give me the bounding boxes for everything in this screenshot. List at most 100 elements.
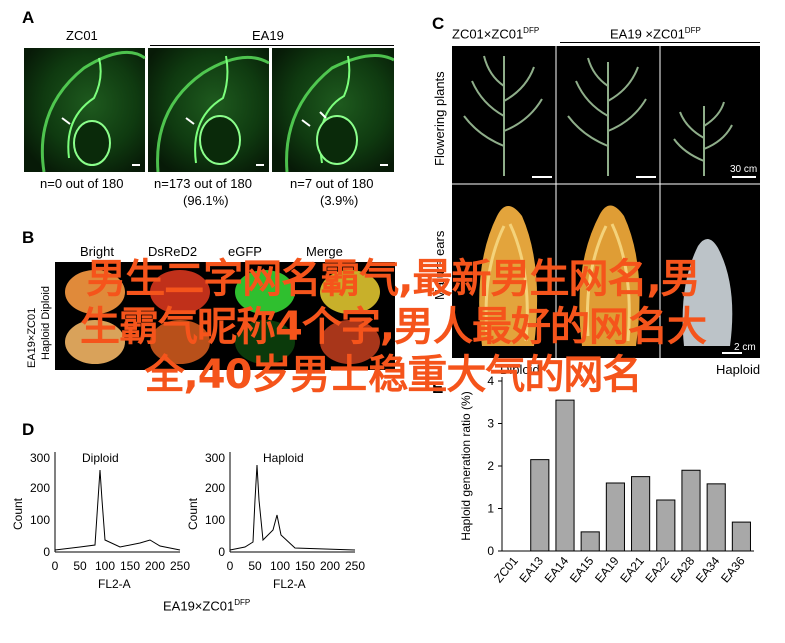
plant-diploid-1: [463, 55, 543, 176]
panel-a-caption-3: n=7 out of 180: [290, 176, 374, 191]
overlay-line-3: 全,40岁男士稳重大气的网名: [144, 352, 643, 398]
bar-ea34: [706, 483, 726, 552]
micrograph-ea19-a: [148, 48, 270, 172]
svg-text:100: 100: [30, 513, 50, 527]
panel-a-caption-1: n=0 out of 180: [40, 176, 124, 191]
bar-chart-y-tick-label: 0: [487, 544, 494, 558]
bar-chart-x-tick-label: ZC01: [491, 554, 521, 586]
micrograph-zc01: [24, 48, 146, 172]
bar-chart-x-tick-label: EA19: [592, 554, 622, 586]
panel-a-caption-3b: (3.9%): [320, 193, 359, 208]
panel-a-caption-2b: (96.1%): [183, 193, 229, 208]
plant-diploid-2: [567, 57, 647, 176]
bar-chart-ylabel: Haploid generation ratio (%): [459, 391, 473, 540]
bar-chart-y-tick-label: 4: [487, 374, 494, 388]
panel-a-group-rule: [150, 45, 394, 46]
svg-text:100: 100: [95, 559, 115, 573]
bar-ea19: [605, 482, 625, 552]
ear-diploid-2: [579, 205, 640, 346]
bar-ea13: [530, 459, 550, 552]
bar-chart-x-tick-label: EA34: [693, 554, 723, 586]
panel-b-images: [55, 262, 395, 370]
histogram-diploid: 0 100 200 300 0 50 100 150 200 250 Diplo…: [11, 451, 190, 591]
panel-a-group-ea19: EA19: [252, 28, 284, 43]
bar-chart-x-tick-label: EA22: [643, 554, 673, 586]
ear-haploid: [682, 238, 733, 346]
plant-haploid: [673, 101, 733, 176]
histogram-diploid-ylabel: Count: [11, 497, 25, 530]
bar-chart-y-tick-label: 2: [487, 459, 494, 473]
svg-text:200: 200: [30, 481, 50, 495]
svg-text:200: 200: [320, 559, 340, 573]
panel-b-col-merge: Merge: [306, 244, 343, 259]
panel-c-label: C: [432, 14, 445, 33]
overlay-title-text: 男生二字网名霸气,最新男生网名,男 生霸气昵称4个字,男人最好的网名大 全,40…: [8, 255, 778, 399]
bar-ea15: [580, 531, 600, 552]
svg-text:200: 200: [145, 559, 165, 573]
panel-b-col-egfp: eGFP: [228, 244, 262, 259]
histogram-haploid-title: Haploid: [263, 451, 304, 465]
micrograph-ea19-b: [272, 48, 394, 172]
bar-ea28: [681, 469, 701, 552]
bar-chart-x-tick-label: EA28: [668, 554, 698, 586]
panel-b-merge-kernels: [320, 270, 380, 364]
histogram-haploid: 0 100 200 300 0 50 100 150 200 250 Haplo…: [186, 451, 365, 591]
svg-text:250: 250: [345, 559, 365, 573]
bar-ea36: [731, 521, 751, 552]
panel-b-dsred-kernels: [150, 270, 210, 364]
panel-c-images: 30 cm 2 cm: [452, 46, 760, 358]
histogram-diploid-title: Diploid: [82, 451, 119, 465]
svg-text:250: 250: [170, 559, 190, 573]
svg-text:0: 0: [227, 559, 234, 573]
bar-ea14: [555, 399, 575, 552]
panel-b-col-dsred2: DsReD2: [148, 244, 198, 259]
histogram-haploid-ylabel: Count: [186, 497, 200, 530]
bar-chart-x-tick-label: EA15: [567, 554, 597, 586]
svg-text:300: 300: [30, 451, 50, 465]
panel-c-col2-title: EA19 ×ZC01DFP: [610, 26, 701, 42]
histogram-haploid-yticks: 0 100 200 300: [205, 451, 225, 559]
panel-b-label: B: [22, 228, 35, 247]
panel-c-scale2-text: 2 cm: [734, 342, 756, 353]
svg-text:150: 150: [120, 559, 140, 573]
bar-chart-x-tick-label: EA13: [517, 554, 547, 586]
svg-text:50: 50: [248, 559, 262, 573]
overlay-line-2: 生霸气昵称4个字,男人最好的网名大: [79, 304, 707, 350]
panel-d-label: D: [22, 420, 35, 439]
overlay-line-1: 男生二字网名霸气,最新男生网名,男: [86, 256, 700, 302]
bar-chart-x-tick-label: EA21: [617, 554, 647, 586]
panel-b-bright-kernels: [65, 270, 125, 364]
panel-c-bottom-diploid: Diploid: [500, 362, 540, 377]
bar-chart-x-tick-label: EA36: [718, 554, 748, 586]
svg-text:300: 300: [205, 451, 225, 465]
panel-d-histograms: 0 100 200 300 0 50 100 150 200 250 Diplo…: [11, 451, 365, 591]
histogram-diploid-yticks: 0 100 200 300: [30, 451, 50, 559]
histogram-haploid-xlabel: FL2-A: [273, 577, 306, 591]
panel-b-col-bright: Bright: [80, 244, 114, 259]
bar-ea22: [656, 499, 676, 552]
svg-text:0: 0: [52, 559, 59, 573]
panel-c-scale1-text: 30 cm: [730, 164, 757, 175]
panel-a-label: A: [22, 8, 35, 27]
svg-text:100: 100: [205, 513, 225, 527]
panel-c-row1-label: Flowering plants: [432, 71, 447, 166]
panel-b-egfp-kernels: [235, 270, 295, 364]
histogram-diploid-xticks: 0 50 100 150 200 250: [52, 559, 191, 573]
panel-a-micrographs: [24, 48, 394, 172]
panel-a-caption-2: n=173 out of 180: [154, 176, 252, 191]
svg-text:200: 200: [205, 481, 225, 495]
panel-c-group-rule: [560, 42, 760, 43]
svg-text:50: 50: [73, 559, 87, 573]
panel-d-caption: EA19×ZC01DFP: [163, 598, 251, 614]
bar-chart-y-tick-label: 3: [487, 417, 494, 431]
svg-text:0: 0: [218, 545, 225, 559]
ear-diploid-1: [479, 206, 538, 346]
panel-c-col1-title: ZC01×ZC01DFP: [452, 26, 540, 42]
bar-chart-x-tick-label: EA14: [542, 554, 572, 586]
bar-chart-y-tick-label: 1: [487, 502, 494, 516]
panel-c-bottom-haploid: Haploid: [716, 362, 761, 377]
svg-text:100: 100: [270, 559, 290, 573]
svg-text:150: 150: [295, 559, 315, 573]
histogram-haploid-xticks: 0 50 100 150 200 250: [227, 559, 366, 573]
